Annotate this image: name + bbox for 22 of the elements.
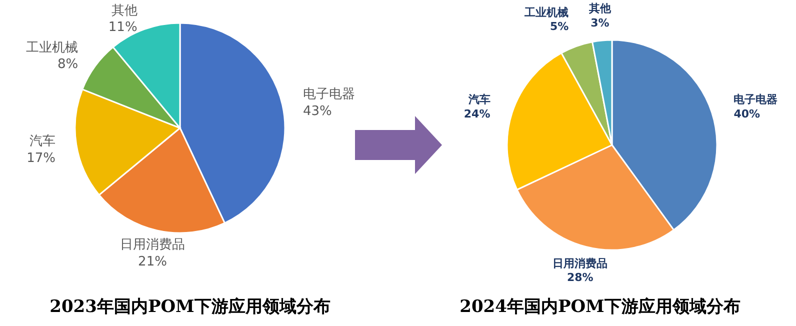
data-label: 8% (57, 57, 78, 72)
data-label: 11% (108, 20, 138, 36)
slice-label: 其他 (588, 2, 612, 16)
text: 2023年国内POM下游应用领域分布 (50, 297, 330, 317)
data-label: 40% (734, 108, 760, 121)
slice-label: 日用消费品 (120, 237, 186, 252)
slice-label: 汽车 (467, 93, 490, 106)
data-label: 28% (566, 271, 594, 284)
slice-label: 其他 (111, 3, 138, 18)
slice-label: 工业机械 (26, 40, 78, 56)
data-label: 24% (464, 108, 490, 121)
slice-label: 汽车 (30, 134, 56, 150)
slice-label: 日用消费品 (552, 256, 608, 270)
data-label: 17% (26, 151, 56, 166)
text: 2024年国内POM下游应用领域分布 (460, 297, 740, 317)
slice-label: 工业机械 (524, 6, 569, 19)
slice-label: 电子电器 (302, 86, 355, 102)
data-label: 5% (550, 20, 569, 34)
data-label: 43% (302, 104, 332, 119)
data-label: 3% (590, 16, 610, 30)
data-label: 21% (138, 254, 167, 270)
slice-label: 电子电器 (734, 93, 778, 106)
